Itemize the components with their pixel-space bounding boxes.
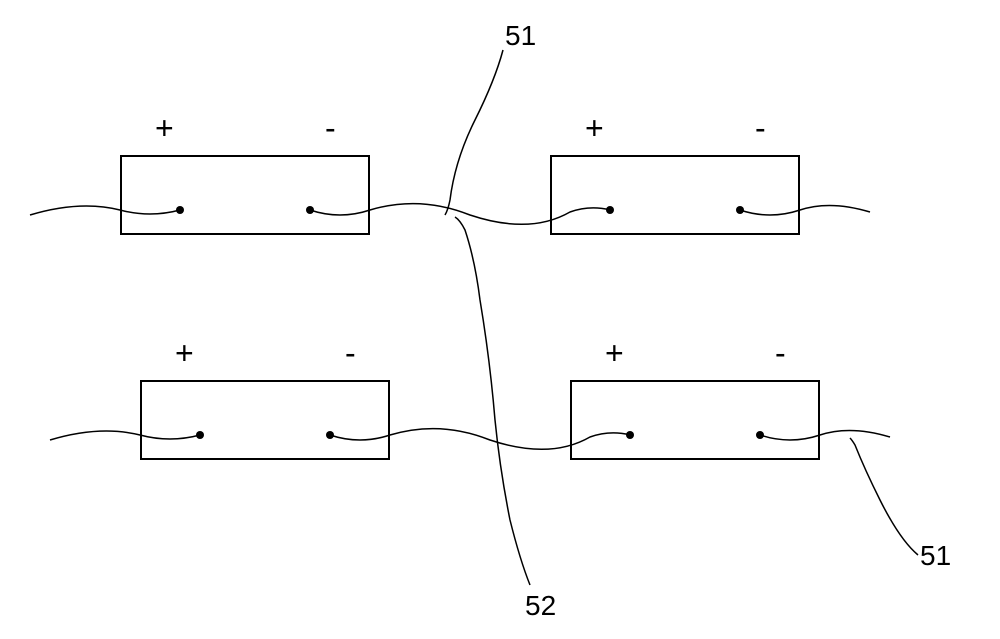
terminal-label: +: [155, 110, 174, 147]
wire: [455, 217, 530, 585]
wire: [850, 438, 918, 555]
component-box: [120, 155, 370, 235]
terminal-label: -: [775, 335, 786, 372]
terminal-label: -: [755, 110, 766, 147]
terminal-label: +: [175, 335, 194, 372]
reference-label: 52: [525, 590, 556, 622]
component-box: [550, 155, 800, 235]
terminal-dot: [756, 431, 764, 439]
reference-label: 51: [920, 540, 951, 572]
terminal-dot: [306, 206, 314, 214]
reference-label: 51: [505, 20, 536, 52]
terminal-dot: [176, 206, 184, 214]
terminal-dot: [326, 431, 334, 439]
component-box: [570, 380, 820, 460]
terminal-label: +: [605, 335, 624, 372]
component-box: [140, 380, 390, 460]
terminal-dot: [606, 206, 614, 214]
terminal-dot: [626, 431, 634, 439]
schematic-diagram: + - + - + - + - 51 51 52: [0, 0, 1000, 639]
wire: [445, 50, 503, 215]
terminal-label: -: [325, 110, 336, 147]
terminal-label: -: [345, 335, 356, 372]
terminal-label: +: [585, 110, 604, 147]
terminal-dot: [196, 431, 204, 439]
wire-layer: [0, 0, 1000, 639]
terminal-dot: [736, 206, 744, 214]
